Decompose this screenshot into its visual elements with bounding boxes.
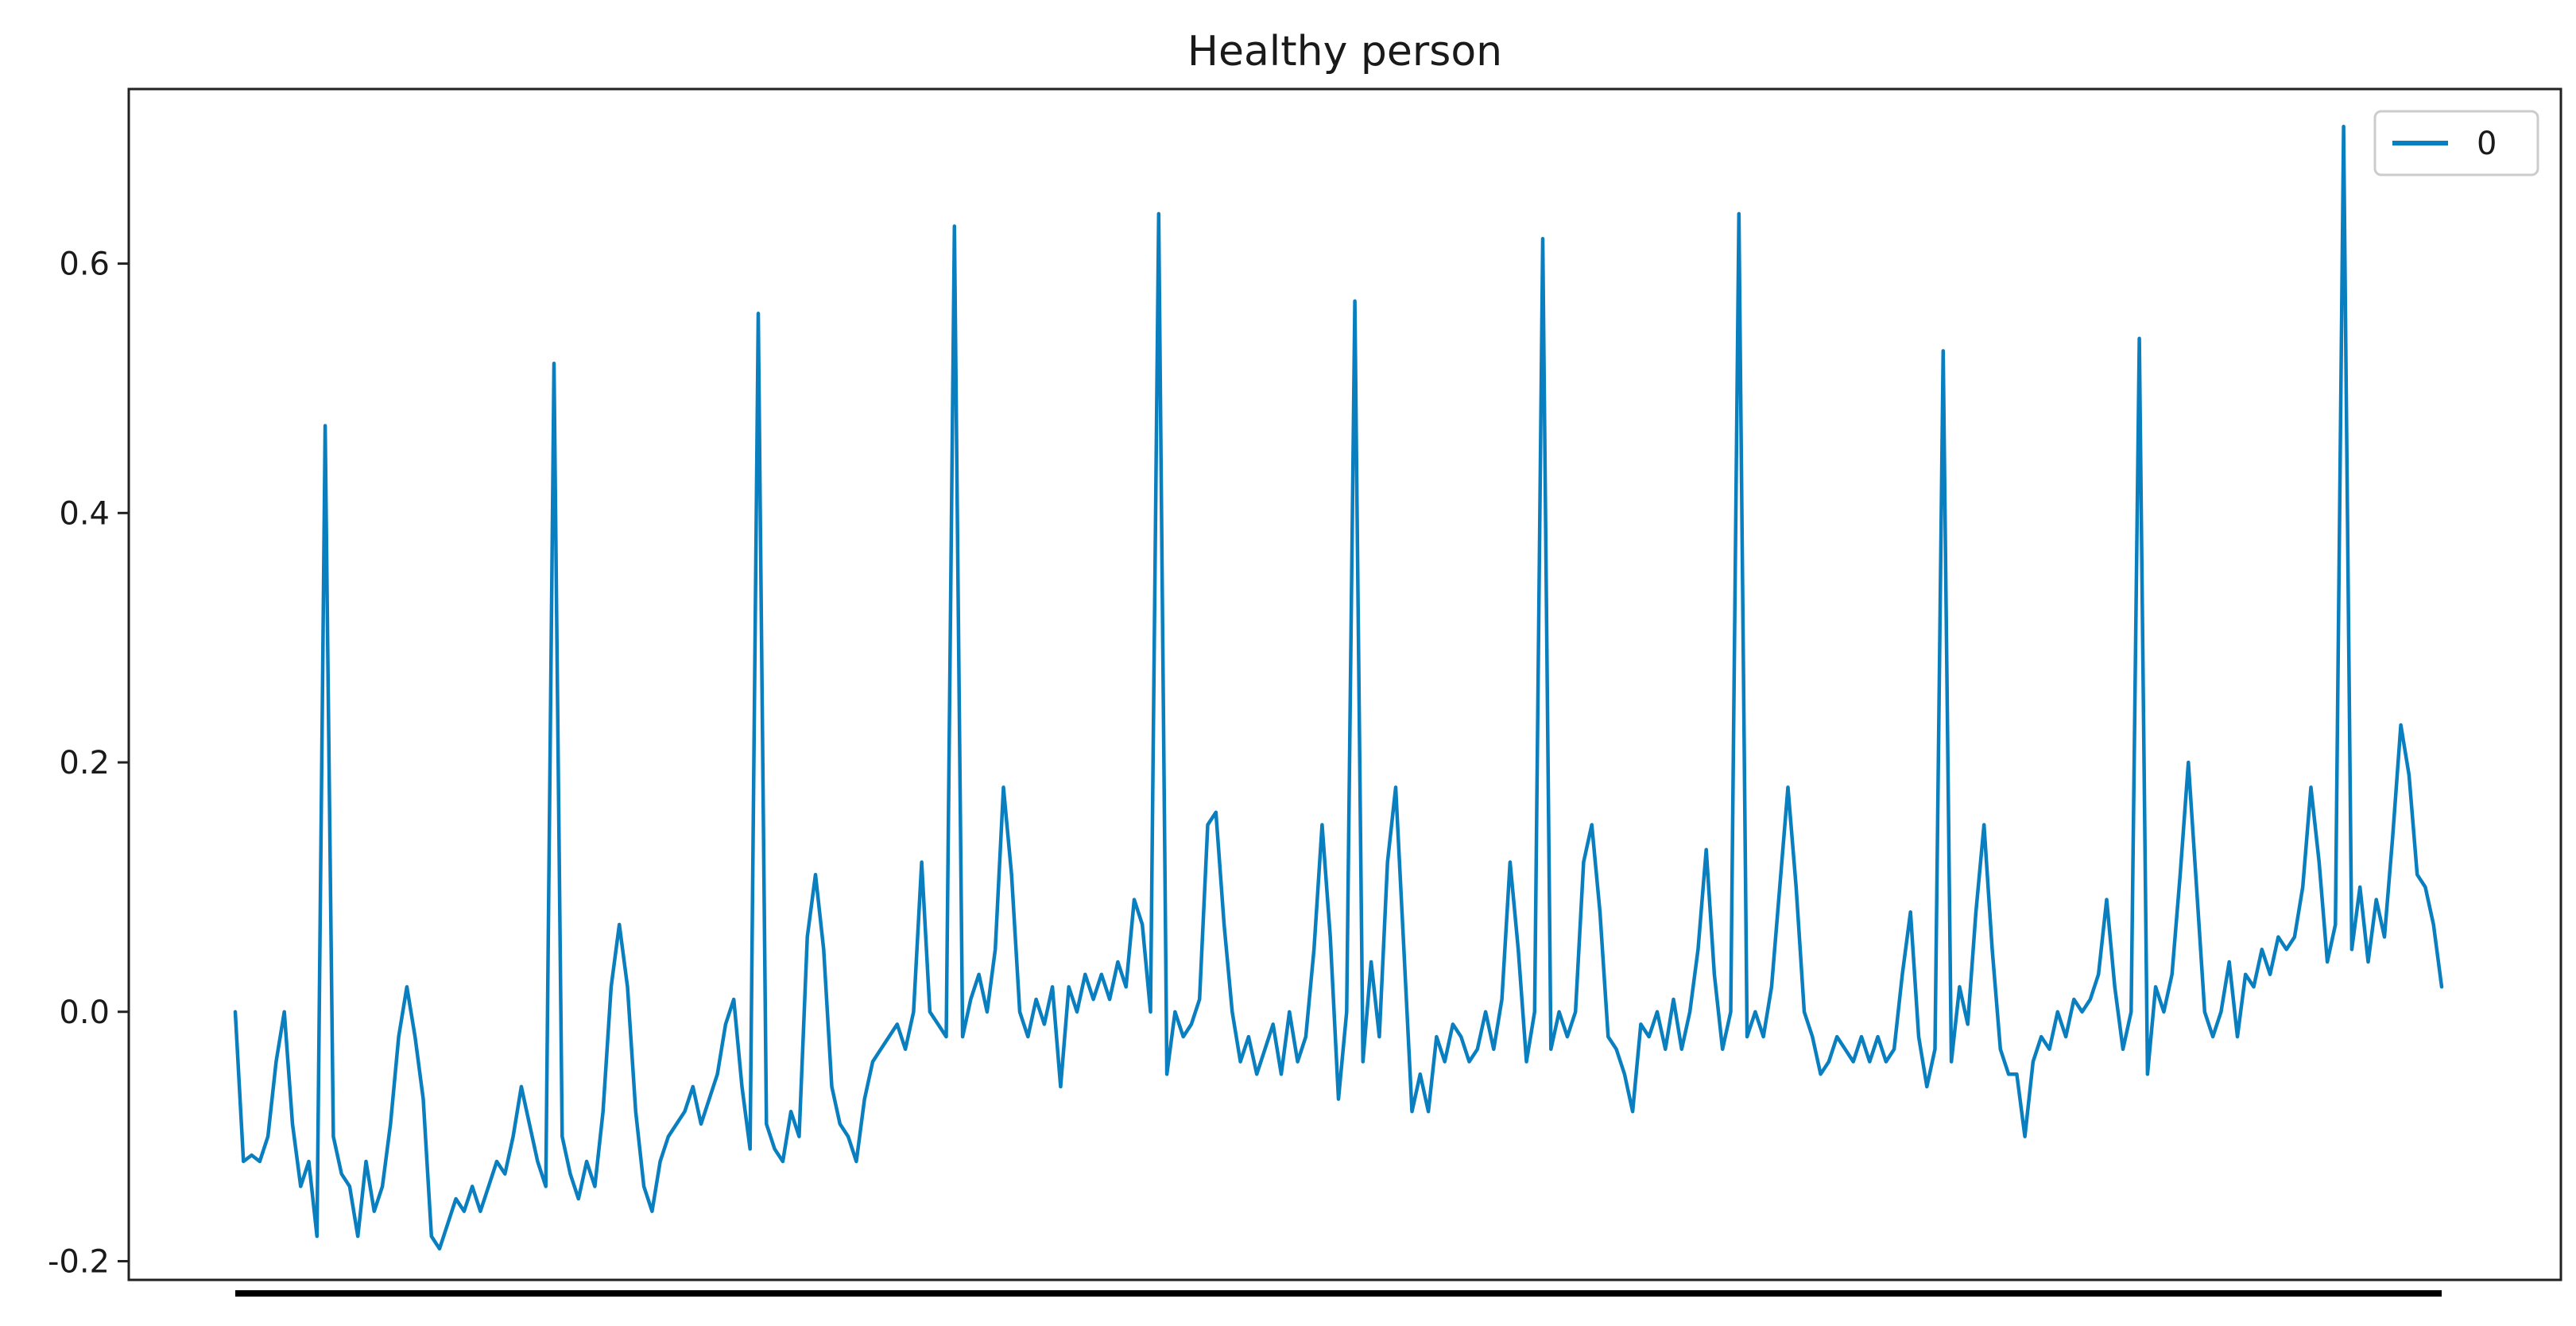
legend-label-0: 0 [2477,126,2497,162]
y-axis: -0.2 0.0 0.2 0.4 0.6 [48,246,129,1280]
y-tick-label: 0.2 [59,745,110,781]
y-tick-label: 0.0 [59,995,110,1031]
chart-title: Healthy person [1187,28,1502,76]
plot-area: -0.2 0.0 0.2 0.4 0.6 [48,87,2562,1297]
y-tick-label: 0.6 [59,246,110,283]
y-tick-label: -0.2 [48,1243,110,1280]
series-line-0 [233,124,2444,1251]
y-tick-label: 0.4 [59,495,110,532]
legend: 0 [2373,110,2539,176]
legend-frame [2373,110,2539,176]
series-group [233,124,2444,1251]
axes-frame [127,87,2562,1281]
